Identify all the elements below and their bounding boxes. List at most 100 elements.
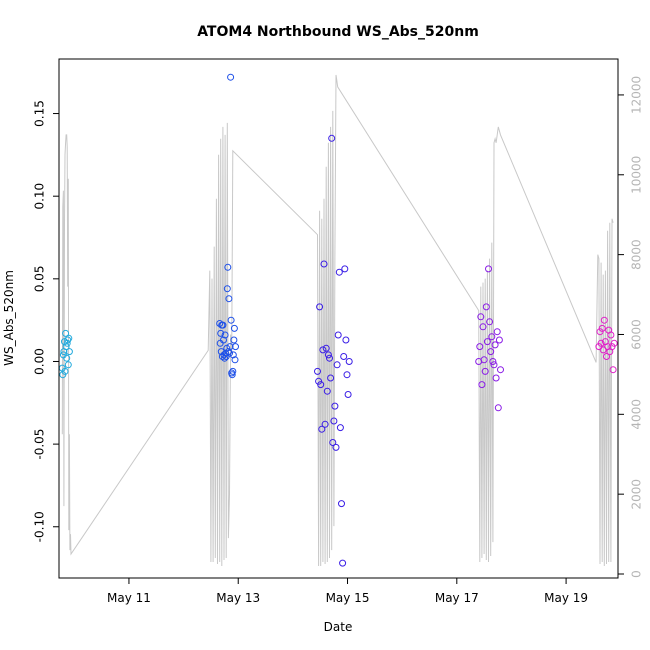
data-point [600,316,608,324]
y2-tick-label: 0 [630,570,644,578]
data-point [228,371,236,379]
data-point [488,333,496,341]
data-point [497,366,504,374]
x-axis: May 11 May 13 May 15 May 17 May 19 [107,578,588,605]
data-point [603,353,610,360]
x-tick-label: May 17 [435,591,479,605]
y-axis-left: -0.10 -0.05 0.00 0.05 0.10 0.15 [32,100,59,542]
data-point [493,328,501,336]
data-point [227,73,235,81]
data-point [329,439,337,446]
y-tick-label: 0.10 [32,183,46,210]
data-point [339,559,347,567]
data-point [232,343,239,351]
data-point [486,318,494,326]
data-point [231,356,239,364]
y2-tick-label: 6000 [629,319,643,350]
data-point [321,420,329,428]
line-series-path [61,74,614,567]
data-point [480,356,488,364]
y-tick-label: 0.05 [33,265,47,292]
data-point [328,134,336,142]
data-point [332,443,340,451]
data-point [481,367,489,375]
chart-title: ATOM4 Northbound WS_Abs_520nm [197,24,479,40]
data-point [477,313,485,321]
data-point [322,344,330,352]
data-point [345,358,353,365]
data-point [64,361,72,369]
data-point [489,358,497,365]
data-point [340,353,348,360]
data-point [227,316,235,324]
plot-frame [58,58,619,579]
data-point [62,343,70,351]
data-point [483,338,491,346]
data-point [320,260,328,268]
data-point [494,404,502,412]
data-point [490,361,498,369]
data-point [61,367,69,375]
data-point [223,285,231,293]
data-point [607,331,615,339]
data-point [479,323,487,331]
data-point [598,324,606,332]
data-point [326,354,333,362]
y2-tick-label: 4000 [630,399,644,430]
data-point [335,268,343,276]
data-point [336,424,344,432]
data-point [485,265,492,273]
data-point [610,339,618,347]
y2-tick-label: 10000 [629,156,643,194]
y-tick-label: -0.10 [32,511,46,542]
data-point [224,348,232,356]
data-point [343,371,351,379]
data-point [220,336,227,344]
data-point [317,381,325,389]
y2-tick-label: 2000 [629,479,643,510]
data-point [482,303,490,311]
data-point [330,417,338,425]
y-axis-label: WS_Abs_520nm [2,270,16,366]
y2-tick-label: 8000 [630,239,644,270]
data-point [319,346,327,354]
data-point [314,367,321,375]
data-point [65,348,73,356]
data-point [65,334,73,342]
data-point [491,341,499,349]
data-point [342,336,350,344]
data-point [230,324,238,332]
y-tick-label: -0.05 [33,429,47,460]
data-point [217,329,225,337]
x-tick-label: May 15 [326,591,370,605]
line-series-layer [61,74,614,567]
data-point [609,366,617,374]
data-point [316,303,324,311]
data-point [219,321,227,329]
data-point [64,336,72,344]
data-point [229,351,237,359]
data-point [478,381,486,389]
x-tick-label: May 19 [544,591,588,605]
data-point [224,263,232,271]
data-point [229,367,237,375]
data-point [333,361,341,369]
data-point [323,387,331,395]
data-point [63,354,71,362]
data-point [324,351,332,359]
y-tick-label: 0.15 [33,100,47,127]
data-point [318,425,326,433]
data-point [344,391,352,398]
data-point [341,265,349,273]
data-point [230,336,238,344]
data-point [487,348,495,356]
points-layer [58,73,618,567]
y-tick-label: 0.00 [32,348,46,375]
data-point [225,295,233,303]
x-tick-label: May 11 [107,591,151,605]
data-point [331,402,339,410]
data-point [495,336,503,344]
x-axis-label: Date [324,620,353,634]
data-point [476,343,484,351]
